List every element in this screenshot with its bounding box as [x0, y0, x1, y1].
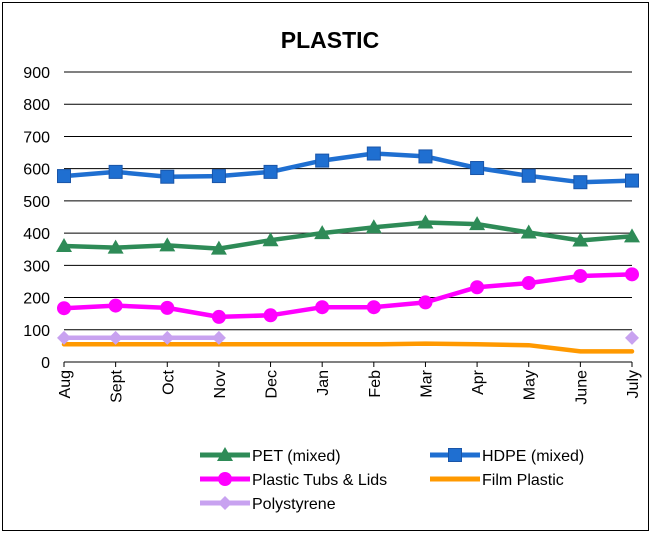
- data-point: [160, 169, 175, 184]
- y-tick-label: 400: [23, 226, 50, 243]
- y-tick-label: 300: [23, 258, 50, 275]
- data-point: [263, 308, 278, 323]
- data-point: [625, 173, 639, 188]
- data-point: [315, 153, 330, 168]
- x-tick-label: Sept: [109, 369, 126, 402]
- x-tick-label: June: [573, 370, 590, 405]
- x-tick-label: Dec: [264, 370, 281, 398]
- y-tick-label: 900: [23, 65, 50, 82]
- data-point: [366, 146, 381, 161]
- legend-marker: [218, 496, 232, 510]
- data-point: [108, 330, 123, 345]
- chart-frame: [2, 2, 649, 531]
- data-point: [108, 298, 123, 313]
- series-group: [56, 146, 640, 354]
- legend-label: Plastic Tubs & Lids: [252, 472, 387, 489]
- x-tick-label: Apr: [470, 369, 487, 395]
- data-point: [624, 228, 640, 243]
- data-point: [470, 161, 485, 176]
- data-point: [211, 169, 226, 184]
- data-point: [417, 214, 434, 229]
- data-point: [159, 237, 176, 252]
- legend-item: Plastic Tubs & Lids: [200, 472, 387, 489]
- y-tick-label: 100: [23, 323, 50, 340]
- data-point: [521, 276, 536, 291]
- x-tick-label: Feb: [367, 370, 384, 398]
- data-point: [57, 169, 71, 184]
- data-point: [160, 300, 175, 315]
- series-hdpe-mixed: [57, 146, 639, 190]
- data-point: [263, 164, 278, 179]
- series-pet-mixed: [56, 214, 640, 255]
- x-tick-label: Nov: [212, 370, 229, 398]
- data-point: [625, 267, 639, 282]
- data-point: [160, 330, 175, 345]
- data-point: [572, 232, 589, 247]
- y-tick-label: 500: [23, 194, 50, 211]
- data-point: [573, 268, 588, 283]
- series-line: [61, 151, 635, 185]
- data-point: [211, 330, 226, 345]
- series-line: [61, 272, 635, 320]
- series-film-plastic: [61, 341, 635, 354]
- legend-marker: [218, 472, 232, 486]
- data-point: [211, 309, 226, 324]
- y-tick-label: 700: [23, 129, 50, 146]
- data-point: [625, 330, 639, 345]
- x-tick-label: May: [522, 370, 539, 400]
- data-point: [520, 224, 537, 239]
- data-point: [57, 330, 71, 345]
- data-point: [418, 295, 433, 310]
- y-tick-label: 200: [23, 291, 50, 308]
- x-tick-label: Aug: [57, 370, 74, 398]
- data-point: [521, 168, 536, 183]
- data-point: [418, 149, 433, 164]
- legend-label: Film Plastic: [482, 472, 564, 489]
- data-point: [315, 300, 330, 315]
- data-point: [365, 219, 382, 234]
- y-tick-label: 0: [41, 355, 50, 372]
- data-point: [56, 238, 72, 252]
- data-point: [262, 232, 279, 247]
- x-tick-label: Mar: [418, 369, 435, 397]
- data-point: [314, 225, 331, 240]
- legend-item: PET (mixed): [200, 447, 341, 465]
- legend: PET (mixed) HDPE (mixed) Plastic Tubs & Li…: [200, 447, 584, 513]
- data-point: [469, 216, 486, 231]
- y-tick-label: 600: [23, 162, 50, 179]
- series-polystyrene: [57, 330, 639, 345]
- series-line: [61, 220, 635, 251]
- data-point: [573, 175, 588, 190]
- data-point: [470, 280, 485, 295]
- axes: 0 100 200 300 400 500 600 700 800 900 Aug Sept Oct No…: [23, 65, 642, 405]
- legend-item: HDPE (mixed): [430, 448, 584, 465]
- data-point: [210, 240, 227, 255]
- chart-title: PLASTIC: [281, 27, 379, 53]
- legend-marker: [448, 448, 462, 462]
- legend-item: Film Plastic: [430, 472, 564, 489]
- legend-marker: [217, 447, 233, 461]
- data-point: [57, 301, 71, 316]
- series-line: [61, 341, 635, 354]
- x-tick-label: Oct: [160, 369, 177, 394]
- series-plastic-tubs-lids: [57, 267, 639, 324]
- gridlines: [64, 71, 632, 331]
- y-tick-label: 800: [23, 97, 50, 114]
- data-point: [108, 164, 123, 179]
- legend-item: Polystyrene: [200, 496, 336, 513]
- x-tick-label: July: [625, 370, 642, 398]
- x-tick-label: Jan: [315, 370, 332, 396]
- legend-label: Polystyrene: [252, 496, 336, 513]
- legend-label: PET (mixed): [252, 448, 341, 465]
- legend-label: HDPE (mixed): [482, 448, 584, 465]
- data-point: [107, 239, 124, 254]
- data-point: [366, 300, 381, 315]
